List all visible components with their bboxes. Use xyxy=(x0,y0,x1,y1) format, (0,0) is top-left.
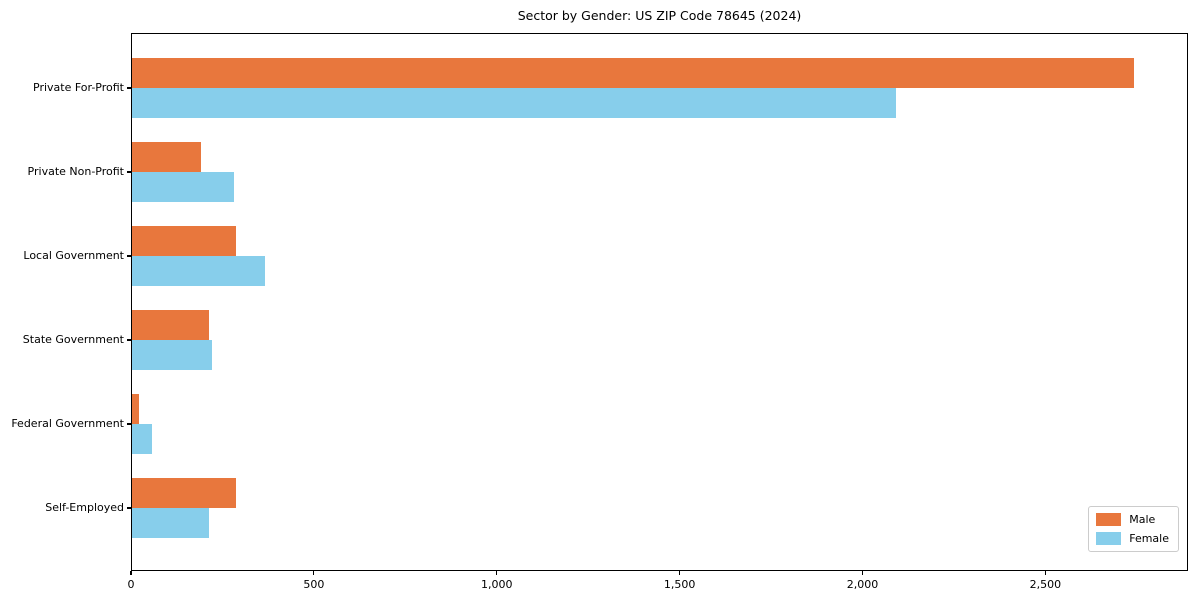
y-tick xyxy=(127,507,131,509)
legend-swatch-male xyxy=(1096,513,1122,526)
x-tick-label: 500 xyxy=(303,578,325,591)
x-tick xyxy=(496,571,498,575)
y-axis-label: Federal Government xyxy=(11,417,124,430)
x-tick-label: 0 xyxy=(127,578,135,591)
y-tick xyxy=(127,339,131,341)
y-tick xyxy=(127,423,131,425)
bar-female xyxy=(132,256,265,286)
x-tick-label: 1,000 xyxy=(480,578,513,591)
chart-title: Sector by Gender: US ZIP Code 78645 (202… xyxy=(517,8,802,23)
legend-label: Female xyxy=(1129,532,1169,545)
y-axis-label: State Government xyxy=(22,333,124,346)
bar-female xyxy=(132,508,209,538)
x-tick-label: 2,500 xyxy=(1029,578,1062,591)
bar-male xyxy=(132,310,209,340)
bar-female xyxy=(132,424,152,454)
x-tick xyxy=(861,571,864,575)
bar-male xyxy=(132,394,139,424)
x-tick xyxy=(313,571,315,575)
x-tick xyxy=(130,571,132,575)
x-tick-label: 2,000 xyxy=(846,578,879,591)
x-tick-label: 1,500 xyxy=(663,578,696,591)
bar-male xyxy=(132,478,236,508)
legend-item-male: Male xyxy=(1096,513,1169,526)
plot-area xyxy=(131,33,1188,571)
bar-female xyxy=(132,88,896,118)
bar-female xyxy=(132,340,212,370)
y-axis-label: Private Non-Profit xyxy=(27,165,124,178)
y-tick xyxy=(127,255,131,257)
y-axis-label: Private For-Profit xyxy=(33,81,124,94)
bar-male xyxy=(132,142,201,172)
legend: Male Female xyxy=(1088,506,1179,552)
bar-female xyxy=(132,172,234,202)
y-axis-label: Local Government xyxy=(23,249,124,262)
bar-male xyxy=(132,58,1134,88)
y-tick xyxy=(127,171,131,173)
y-axis-label: Self-Employed xyxy=(45,501,124,514)
bar-male xyxy=(132,226,236,256)
legend-label: Male xyxy=(1129,513,1156,526)
legend-item-female: Female xyxy=(1096,532,1169,545)
y-tick xyxy=(127,87,131,89)
x-tick xyxy=(679,571,681,575)
legend-swatch-female xyxy=(1096,532,1122,545)
x-tick xyxy=(1044,571,1046,575)
